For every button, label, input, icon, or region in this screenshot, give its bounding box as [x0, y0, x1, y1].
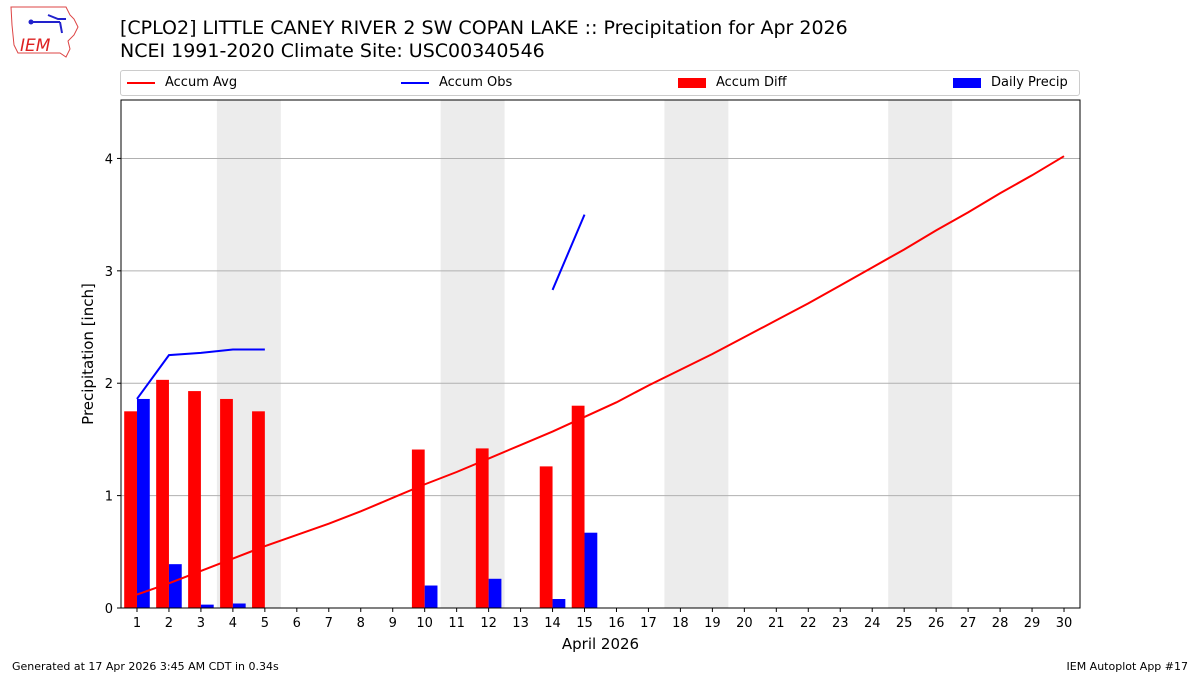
legend-daily-precip: Daily Precip	[953, 75, 1068, 90]
legend-swatch	[953, 77, 981, 88]
bar-accum-diff	[220, 398, 233, 608]
bar-daily-precip	[488, 578, 502, 608]
legend-accum-diff: Accum Diff	[678, 75, 787, 90]
weekend-shade	[888, 100, 953, 608]
y-axis-label: Precipitation [inch]	[79, 283, 97, 425]
y-tick-label: 0	[105, 602, 113, 617]
x-tick-label: 15	[576, 616, 593, 631]
x-tick-label: 12	[480, 616, 497, 631]
weekend-shade	[216, 100, 281, 608]
x-tick-label: 29	[1024, 616, 1041, 631]
legend-label: Accum Avg	[165, 75, 238, 90]
x-tick-label: 20	[736, 616, 753, 631]
weekend-shade	[440, 100, 505, 608]
legend-swatch	[678, 77, 706, 88]
x-tick-label: 8	[357, 616, 365, 631]
x-tick-label: 1	[133, 616, 141, 631]
bar-accum-diff	[411, 449, 425, 608]
x-tick-label: 4	[229, 616, 237, 631]
chart-subtitle: NCEI 1991-2020 Climate Site: USC00340546	[120, 40, 545, 62]
bar-daily-precip	[584, 532, 598, 608]
x-tick-label: 22	[800, 616, 817, 631]
bar-daily-precip	[200, 604, 214, 608]
weekend-shade	[664, 100, 729, 608]
legend-accum-avg: Accum Avg	[127, 75, 237, 90]
x-tick-label: 3	[197, 616, 205, 631]
x-tick-label: 27	[960, 616, 977, 631]
footer-app: IEM Autoplot App #17	[1066, 660, 1189, 673]
bar-accum-diff	[475, 448, 489, 608]
line-accum-obs	[551, 214, 586, 291]
line-accum-avg	[136, 155, 1065, 596]
x-axis-label: April 2026	[562, 635, 639, 653]
x-tick-label: 24	[864, 616, 881, 631]
footer-generated: Generated at 17 Apr 2026 3:45 AM CDT in …	[12, 660, 279, 673]
legend-label: Accum Obs	[439, 75, 513, 90]
bar-daily-precip	[552, 599, 566, 608]
bar-accum-diff	[188, 391, 201, 608]
x-tick-label: 30	[1056, 616, 1073, 631]
bar-daily-precip	[168, 564, 182, 608]
x-tick-label: 17	[640, 616, 657, 631]
x-tick-label: 6	[293, 616, 301, 631]
y-tick-label: 3	[105, 265, 113, 280]
bar-accum-diff	[539, 466, 553, 608]
x-tick-label: 23	[832, 616, 849, 631]
logo-text: IEM	[20, 36, 51, 56]
x-tick-label: 7	[325, 616, 333, 631]
x-tick-label: 19	[704, 616, 721, 631]
bar-accum-diff	[124, 411, 137, 608]
bar-daily-precip	[136, 398, 150, 608]
y-tick-label: 4	[105, 152, 113, 167]
x-tick-label: 14	[544, 616, 561, 631]
x-tick-label: 16	[608, 616, 625, 631]
x-tick-label: 5	[261, 616, 269, 631]
y-tick-label: 2	[105, 377, 113, 392]
x-tick-label: 21	[768, 616, 785, 631]
x-tick-label: 28	[992, 616, 1009, 631]
bar-daily-precip	[424, 585, 438, 608]
chart-title: [CPLO2] LITTLE CANEY RIVER 2 SW COPAN LA…	[120, 17, 848, 39]
y-tick-label: 1	[105, 490, 113, 505]
x-tick-label: 25	[896, 616, 913, 631]
legend-accum-obs: Accum Obs	[401, 75, 512, 90]
x-tick-label: 26	[928, 616, 945, 631]
bar-daily-precip	[232, 603, 246, 608]
legend-swatch	[401, 81, 429, 84]
bar-accum-diff	[252, 411, 265, 608]
plot-frame	[120, 99, 1081, 609]
x-tick-label: 18	[672, 616, 689, 631]
line-accum-obs	[136, 348, 265, 400]
legend-swatch	[127, 81, 155, 84]
legend: Accum Avg Accum Obs Accum Diff Daily Pre…	[120, 70, 1080, 96]
legend-label: Accum Diff	[716, 75, 787, 90]
legend-label: Daily Precip	[991, 75, 1068, 90]
bar-accum-diff	[571, 405, 585, 608]
x-tick-label: 2	[165, 616, 173, 631]
iem-logo: IEM	[10, 6, 79, 58]
x-tick-label: 10	[416, 616, 433, 631]
x-tick-label: 9	[389, 616, 397, 631]
x-tick-label: 11	[448, 616, 465, 631]
bar-accum-diff	[156, 379, 169, 608]
x-tick-label: 13	[512, 616, 529, 631]
